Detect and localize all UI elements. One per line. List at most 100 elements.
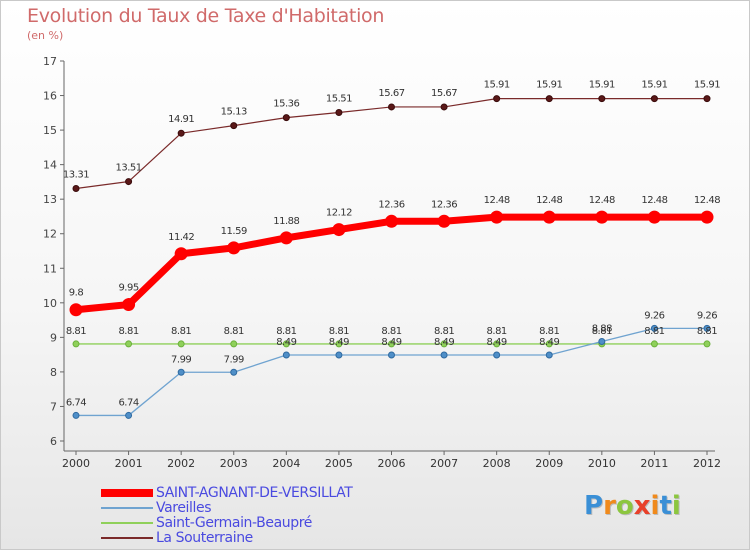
data-label: 12.48 [694, 195, 720, 206]
data-label: 8.49 [434, 337, 454, 348]
data-label: 15.91 [536, 80, 562, 91]
data-point [700, 210, 714, 224]
y-tick-label: 11 [43, 262, 57, 275]
data-point [385, 214, 398, 228]
data-label: 6.74 [66, 397, 86, 408]
data-label: 8.81 [171, 326, 191, 337]
data-point [598, 95, 606, 103]
data-label: 8.81 [381, 326, 401, 337]
data-point [282, 114, 290, 122]
data-point [230, 368, 238, 376]
y-tick-label: 7 [50, 400, 57, 413]
data-point [545, 351, 553, 359]
data-point [125, 340, 133, 348]
data-point [69, 303, 83, 317]
data-point [437, 214, 451, 228]
data-label: 8.88 [592, 324, 612, 335]
data-point [388, 340, 395, 348]
data-label: 8.81 [276, 326, 296, 337]
x-tick-label: 2008 [483, 457, 511, 470]
data-point [440, 340, 448, 348]
data-label: 15.67 [378, 88, 404, 99]
data-label: 11.88 [273, 216, 299, 227]
legend-item: SAINT-AGNANT-DE-VERSILLAT [101, 485, 353, 501]
y-tick-label: 17 [43, 55, 57, 68]
data-point [282, 340, 290, 348]
data-label: 12.48 [589, 195, 615, 206]
data-point [122, 298, 136, 312]
legend-label: La Souterraine [156, 530, 253, 546]
data-point [177, 368, 185, 376]
data-point [72, 340, 80, 348]
data-label: 13.51 [116, 163, 142, 174]
x-tick-label: 2012 [693, 457, 721, 470]
data-label: 8.81 [697, 326, 717, 337]
x-tick-label: 2006 [378, 457, 406, 470]
data-label: 15.36 [273, 99, 299, 110]
data-point [490, 210, 504, 224]
y-tick-label: 13 [43, 193, 57, 206]
x-tick-label: 2011 [640, 457, 668, 470]
data-point [177, 340, 185, 348]
data-label: 15.13 [221, 107, 247, 118]
data-point [440, 103, 448, 111]
data-point [650, 340, 658, 348]
data-label: 8.49 [276, 337, 296, 348]
data-point [545, 340, 553, 348]
data-point [545, 95, 553, 103]
x-tick-label: 2005 [325, 457, 353, 470]
x-tick-label: 2010 [588, 457, 616, 470]
data-point [493, 351, 501, 359]
data-label: 8.81 [592, 326, 612, 337]
data-label: 9.95 [118, 283, 138, 294]
data-label: 6.74 [118, 397, 138, 408]
data-point [125, 411, 133, 419]
data-label: 14.91 [168, 114, 194, 125]
data-label: 9.26 [697, 310, 717, 321]
data-point [72, 184, 80, 192]
data-point [440, 351, 448, 359]
y-tick-label: 14 [43, 159, 57, 172]
data-label: 15.91 [589, 80, 615, 91]
data-point [542, 210, 556, 224]
legend-label: Saint-Germain-Beaupré [156, 515, 313, 531]
legend-item: La Souterraine [101, 530, 253, 546]
data-label: 8.81 [224, 326, 244, 337]
data-point [647, 210, 661, 224]
data-label: 12.48 [484, 195, 510, 206]
series-line-3 [75, 98, 707, 190]
legend-label: Vareilles [156, 500, 212, 516]
legend-label: SAINT-AGNANT-DE-VERSILLAT [156, 485, 353, 501]
data-point [703, 324, 711, 332]
data-point [388, 103, 395, 111]
data-point [388, 351, 395, 359]
data-label: 12.48 [536, 195, 562, 206]
data-label: 8.81 [434, 326, 454, 337]
data-label: 8.81 [539, 326, 559, 337]
chart-title: Evolution du Taux de Taxe d'Habitation [27, 5, 385, 27]
data-label: 8.81 [66, 326, 86, 337]
data-label: 9.26 [644, 310, 664, 321]
y-tick-label: 15 [43, 124, 57, 137]
data-label: 9.8 [69, 288, 84, 299]
data-label: 15.91 [484, 80, 510, 91]
data-label: 12.12 [326, 208, 352, 219]
y-tick-label: 8 [50, 366, 57, 379]
data-label: 8.81 [644, 326, 664, 337]
data-point [598, 338, 606, 346]
data-label: 8.49 [539, 337, 559, 348]
data-label: 7.99 [171, 354, 191, 365]
x-tick-label: 2004 [272, 457, 300, 470]
data-label: 8.81 [487, 326, 507, 337]
x-tick-label: 2001 [115, 457, 143, 470]
data-point [174, 247, 188, 261]
legend-item: Vareilles [101, 500, 212, 516]
chart-subtitle: (en %) [27, 29, 64, 42]
data-point [332, 223, 346, 237]
data-label: 12.36 [431, 199, 457, 210]
x-tick-label: 2000 [62, 457, 90, 470]
data-label: 12.36 [378, 199, 404, 210]
x-tick-label: 2003 [220, 457, 248, 470]
data-point [335, 108, 343, 116]
